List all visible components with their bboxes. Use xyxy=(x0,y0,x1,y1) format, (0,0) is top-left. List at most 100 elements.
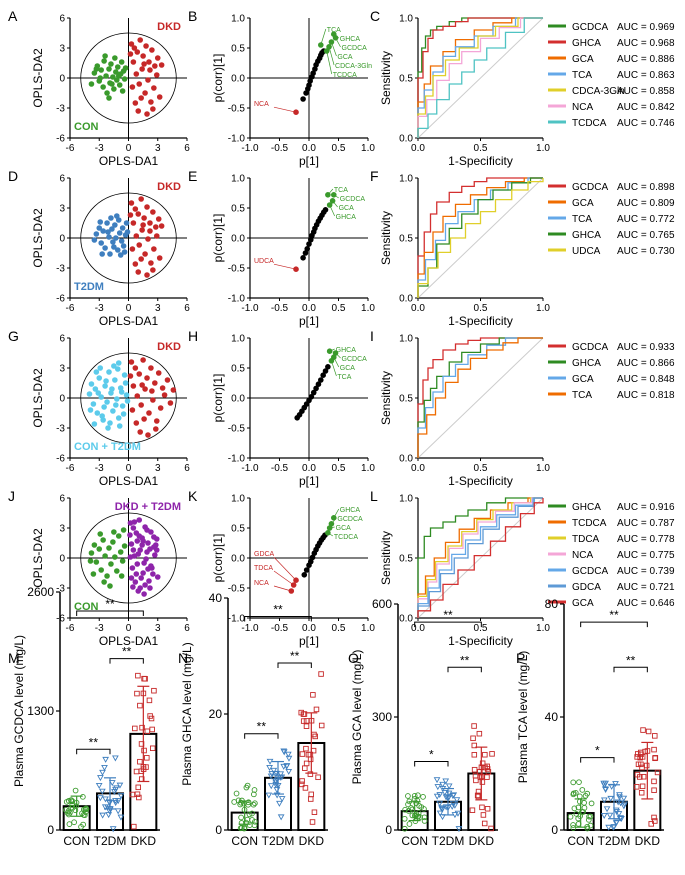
label-leader xyxy=(329,204,335,217)
x-tick-label: 6 xyxy=(184,623,190,634)
data-point-dkd xyxy=(484,805,491,812)
score-point-dkd xyxy=(129,246,136,252)
score-point-dkd xyxy=(136,371,143,377)
x-tick-label: 3 xyxy=(155,463,161,474)
score-point-con xyxy=(90,571,97,577)
legend-name: UDCA xyxy=(572,246,601,257)
loading-point xyxy=(303,90,309,96)
data-point-dkd xyxy=(135,784,141,791)
legend-name: GCDCA xyxy=(572,182,608,193)
data-point-con xyxy=(80,793,86,800)
data-point-t2dm xyxy=(278,796,286,803)
significance-bracket xyxy=(76,748,111,755)
score-point-dkd xyxy=(137,429,143,435)
data-point-t2dm xyxy=(442,794,450,801)
label-leader xyxy=(331,517,337,525)
score-point-dkd xyxy=(141,61,147,67)
x-tick-label: 3 xyxy=(155,143,161,154)
significance-label: ** xyxy=(443,608,453,622)
data-point-dkd xyxy=(471,752,478,758)
data-point-con xyxy=(244,782,251,789)
data-point-con xyxy=(63,807,69,813)
data-point-t2dm xyxy=(455,826,463,833)
score-point-dkd-t2dm xyxy=(137,585,143,591)
score-point-con xyxy=(115,533,122,539)
data-point-con xyxy=(231,799,238,805)
y-tick-label: 0.0 xyxy=(399,454,413,465)
hotelling-ellipse xyxy=(80,192,177,284)
score-point-dkd xyxy=(139,66,145,72)
score-point-dkd-t2dm xyxy=(138,575,144,581)
y-tick-label: 0.5 xyxy=(399,74,413,85)
metabolite-label: TCA xyxy=(334,187,348,194)
data-point-t2dm xyxy=(436,800,444,807)
score-point-dkd xyxy=(155,370,162,376)
reference-diagonal xyxy=(417,177,544,299)
y-axis-label: Plasma GCA level (mg/L) xyxy=(350,650,364,785)
score-point-t2dm xyxy=(99,251,105,257)
score-point-t2dm xyxy=(100,228,106,234)
x-tick-label: DKD xyxy=(469,834,495,848)
x-tick-label: -6 xyxy=(66,463,75,474)
legend-name: TCA xyxy=(572,214,592,225)
score-point-con xyxy=(104,90,110,96)
data-point-t2dm xyxy=(450,792,458,799)
y-tick-label: 1.0 xyxy=(399,334,413,345)
data-point-t2dm xyxy=(600,782,608,789)
data-point-t2dm xyxy=(112,800,120,807)
score-point-con xyxy=(101,58,107,64)
score-point-dkd-t2dm xyxy=(150,571,156,577)
score-point-t2dm xyxy=(121,249,128,255)
x-tick-label: 0.0 xyxy=(302,143,316,154)
legend-name: GHCA xyxy=(572,230,601,241)
data-point-con xyxy=(246,811,253,818)
x-tick-label: T2DM xyxy=(94,834,127,848)
score-point-dkd xyxy=(150,267,156,273)
score-point-con xyxy=(119,88,126,94)
data-point-dkd xyxy=(471,742,478,749)
score-point-con xyxy=(88,81,95,87)
data-point-dkd xyxy=(648,821,654,827)
data-point-t2dm xyxy=(612,781,619,788)
data-point-dkd xyxy=(639,764,645,771)
data-point-t2dm xyxy=(620,795,628,802)
data-point-dkd xyxy=(134,690,140,697)
score-point-dkd xyxy=(128,359,135,365)
x-tick-label: 0.5 xyxy=(474,463,488,474)
score-point-dkd-t2dm xyxy=(146,578,152,584)
score-point-dkd xyxy=(151,246,157,252)
score-point-dkd xyxy=(132,365,139,371)
y-tick-label: 0.0 xyxy=(231,394,245,405)
data-point-con xyxy=(249,810,255,817)
significance-bracket xyxy=(244,616,312,622)
y-tick-label: 6 xyxy=(59,174,65,185)
data-point-con xyxy=(571,805,578,812)
x-tick-label: -6 xyxy=(66,623,75,634)
score-point-dkd-t2dm xyxy=(135,551,142,557)
y-tick-label: -1.0 xyxy=(228,614,246,625)
data-point-con xyxy=(585,816,592,823)
metabolite-label: GCDCA xyxy=(342,356,368,363)
data-point-dkd xyxy=(308,791,314,798)
x-tick-label: 1.0 xyxy=(536,143,550,154)
label-leader xyxy=(327,532,334,537)
data-point-dkd xyxy=(479,779,486,785)
loading-point xyxy=(312,66,318,72)
reference-diagonal xyxy=(417,17,544,139)
score-point-con xyxy=(93,66,100,72)
score-point-dkd-t2dm xyxy=(134,538,141,544)
y-axis-label: p(corr)[1] xyxy=(211,54,225,103)
score-point-dkd xyxy=(149,388,155,394)
data-point-con xyxy=(245,801,252,808)
y-tick-label: 6 xyxy=(59,494,65,505)
legend-auc: AUC = 0.778 xyxy=(617,534,675,545)
metabolite-label: TDCA xyxy=(254,565,273,572)
roc-curve-tcdca xyxy=(417,17,543,138)
y-axis-label: Sensitivity xyxy=(379,51,393,105)
x-axis-label: p[1] xyxy=(299,634,319,648)
data-point-dkd xyxy=(134,791,141,797)
data-point-t2dm xyxy=(109,826,117,833)
x-tick-label: 1.0 xyxy=(361,303,375,314)
score-point-con xyxy=(121,76,128,82)
